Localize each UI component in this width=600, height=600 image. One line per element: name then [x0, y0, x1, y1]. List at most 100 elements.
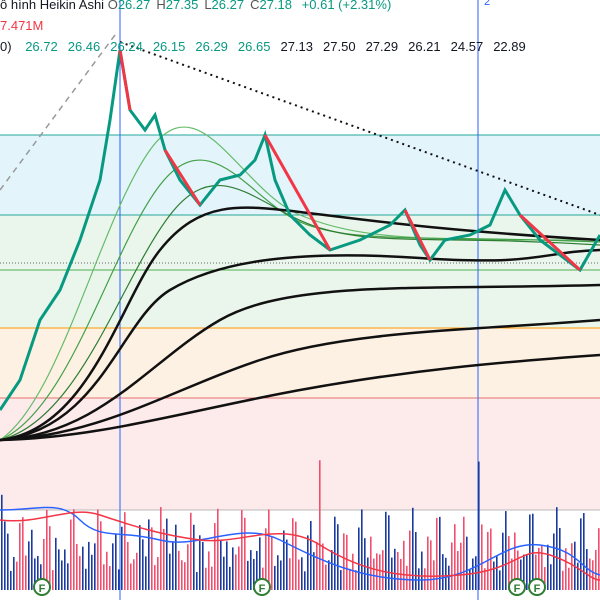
volume-bar	[244, 517, 246, 590]
volume-bar	[301, 557, 303, 590]
volume-bar	[10, 570, 12, 590]
ma-line	[0, 159, 600, 441]
volume-bar	[544, 567, 546, 590]
legend-header: ô hình Heikin Ashi O26.27 H27.35 L26.27 C27…	[0, 0, 391, 12]
volume-bar	[289, 558, 291, 590]
volume-bar	[106, 551, 108, 590]
volume-bar	[352, 553, 354, 590]
event-marker[interactable]: F	[508, 578, 526, 596]
volume-bar	[88, 541, 90, 590]
ma-value: 27.50	[323, 39, 356, 54]
volume-bar	[91, 554, 93, 590]
volume-bar	[550, 564, 552, 590]
volume-bar	[190, 512, 192, 590]
ohlc-label: H	[156, 0, 166, 12]
volume-bar	[316, 541, 318, 590]
volume-bar	[586, 549, 588, 590]
volume-bar	[520, 559, 522, 590]
volume-bar	[223, 556, 225, 590]
volume-bar	[94, 543, 96, 590]
volume-bar	[463, 516, 465, 590]
volume-bar	[43, 538, 45, 590]
ma-line	[0, 353, 600, 442]
volume-bar	[373, 558, 375, 590]
volume-bar	[256, 550, 258, 590]
zone-blue	[0, 135, 600, 215]
volume-bar	[382, 550, 384, 590]
volume-bar	[250, 550, 252, 590]
volume-bar	[571, 543, 573, 590]
volume-bar	[220, 540, 222, 590]
volume-bar	[598, 528, 600, 590]
volume-bar	[76, 543, 78, 590]
volume-label: 7.471M	[0, 18, 44, 33]
volume-bar	[409, 530, 411, 590]
volume-bar	[166, 518, 168, 590]
volume-bar	[58, 549, 60, 590]
volume-bar	[49, 526, 51, 590]
volume-bar	[358, 527, 360, 590]
volume-bar	[22, 517, 24, 590]
volume-bar	[448, 565, 450, 590]
volume-bar	[433, 560, 435, 590]
volume-bar	[496, 556, 498, 590]
ohlc-value: 27.35	[165, 0, 199, 12]
volume-bar	[307, 535, 309, 590]
volume-bar	[259, 537, 261, 590]
ohlc-label: O	[107, 0, 118, 12]
volume-bar	[340, 570, 342, 590]
volume-bar	[535, 554, 537, 590]
volume-bar	[577, 562, 579, 590]
volume-bar	[565, 548, 567, 590]
ma-line	[0, 126, 600, 441]
volume-bar	[130, 563, 132, 590]
volume-bar	[136, 552, 138, 590]
volume-bar	[421, 551, 423, 590]
volume-bar	[25, 555, 27, 590]
volume-bar	[292, 518, 294, 590]
volume-bar	[502, 532, 504, 590]
volume-bar	[31, 529, 33, 590]
volume-bar	[415, 531, 417, 590]
trend-line	[119, 41, 600, 216]
volume-bar	[466, 536, 468, 590]
volume-bar	[439, 516, 441, 590]
volume-bar	[70, 519, 72, 590]
volume-bar	[337, 524, 339, 590]
volume-bar	[100, 521, 102, 590]
volume-bar	[115, 534, 117, 590]
volume-bar	[364, 538, 366, 590]
volume-bar	[451, 542, 453, 590]
volume-bar	[277, 555, 279, 590]
volume-bar	[154, 565, 156, 590]
ma-value: 26.24	[110, 39, 143, 54]
ma-line	[0, 206, 600, 442]
volume-bar	[589, 558, 591, 590]
volume-bar	[121, 526, 123, 590]
volume-bar	[379, 554, 381, 590]
volume-bar	[205, 567, 207, 590]
volume-bar	[511, 558, 513, 590]
ma-value: 24.57	[450, 39, 484, 54]
volume-bar	[469, 569, 471, 590]
marker-label: 2	[484, 0, 491, 8]
volume-bar	[118, 569, 120, 590]
volume-bar	[148, 519, 150, 590]
volume-bar	[67, 563, 69, 590]
volume-bar	[286, 539, 288, 590]
volume-bar	[268, 509, 270, 590]
volume-bar	[19, 523, 21, 590]
ma-value: 26.72	[25, 39, 58, 54]
volume-bar	[523, 554, 525, 590]
volume-bar	[109, 566, 111, 590]
volume-bar	[454, 524, 456, 590]
volume-bar	[412, 507, 414, 590]
zone-green	[0, 215, 600, 328]
event-marker[interactable]: F	[253, 578, 271, 596]
event-marker[interactable]: F	[33, 578, 51, 596]
event-marker[interactable]: F	[528, 578, 546, 596]
volume-bar	[583, 513, 585, 590]
volume-bar	[481, 524, 483, 590]
volume-bar	[82, 546, 84, 590]
volume-bar	[217, 508, 219, 590]
